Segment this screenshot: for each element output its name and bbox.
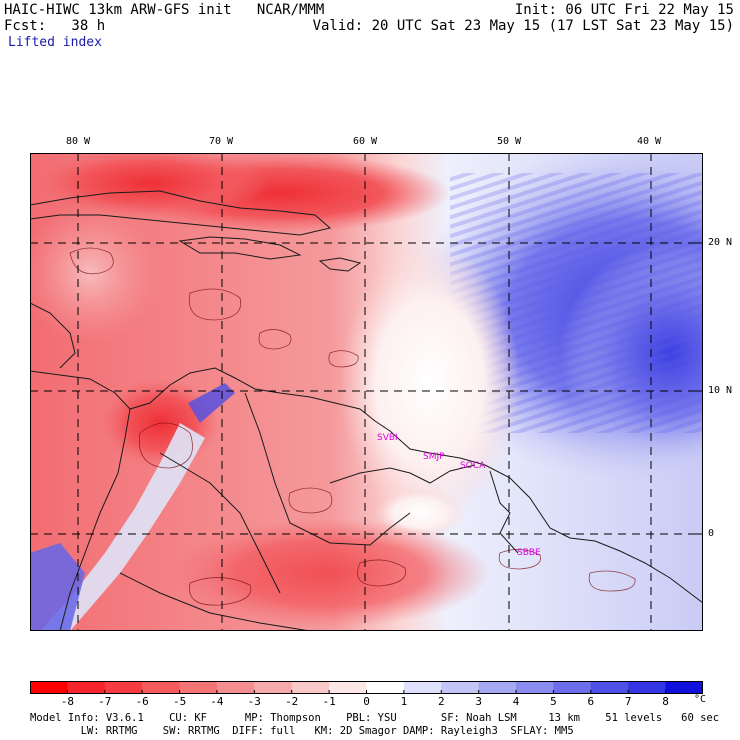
colorbar-tick-label: 3 [475,695,482,708]
colorbar-swatch [441,681,480,694]
lifted-index-map: SVBI SMJP SOCA SBBE [30,153,703,631]
colorbar-tick-label: -6 [135,695,149,708]
colorbar-tick-label: 2 [437,695,445,708]
colorbar-tick-label: -5 [172,695,187,708]
lon-label-60w: 60 W [353,136,378,147]
lon-label-40w: 40 W [637,136,662,147]
colorbar-tick-label: 4 [512,695,520,708]
colorbar-swatch [403,681,442,694]
colorbar-swatch [516,681,554,694]
colorbar-tick-label: -4 [210,695,224,708]
colorbar-swatch [30,681,68,694]
station-svbi: SVBI [377,433,398,443]
colorbar-swatch [329,681,367,694]
valid-time: Valid: 20 UTC Sat 23 May 15 (17 LST Sat … [312,18,734,34]
station-sbbe: SBBE [517,548,541,558]
lat-label-0: 0 [708,528,715,539]
colorbar-tick-label: -3 [247,695,261,708]
init-time: Init: 06 UTC Fri 22 May 15 [514,2,734,18]
colorbar-tick-label: 8 [662,695,669,708]
lon-label-80w: 80 W [66,136,91,147]
colorbar-tick-label: -7 [98,695,112,708]
colorbar-tick-label: 5 [550,695,557,708]
colorbar-swatch [478,681,517,694]
model-title: HAIC-HIWC 13km ARW-GFS init NCAR/MMM [4,2,325,18]
colorbar-swatch [216,681,255,694]
field-name: Lifted index [8,35,102,50]
lat-label-10n: 10 N [708,385,733,396]
model-info-line2: LW: RRTMG SW: RRTMG DIFF: full KM: 2D Sm… [30,725,574,737]
colorbar-swatch [590,681,629,694]
colorbar-tick-label: -1 [322,695,336,708]
colorbar-swatch [366,681,405,694]
colorbar-swatch [553,681,592,694]
model-info-line1: Model Info: V3.6.1 CU: KF MP: Thompson P… [30,712,720,724]
colorbar-swatch [142,681,181,694]
colorbar-swatch [104,681,143,694]
colorbar-tick-label: -2 [285,695,299,708]
colorbar-swatch [67,681,106,694]
lon-label-70w: 70 W [209,136,234,147]
lat-label-20n: 20 N [708,237,733,248]
colorbar-tick-label: 7 [624,695,632,708]
station-smjp: SMJP [423,452,445,462]
colorbar-swatch [628,681,667,694]
colorbar-swatch [291,681,330,694]
station-soca: SOCA [460,461,486,471]
colorbar-swatch [665,681,703,694]
colorbar-tick-label: 0 [363,695,370,708]
colorbar-swatch [254,681,293,694]
colorbar [30,681,703,694]
colorbar-tick-label: 6 [587,695,595,708]
colorbar-unit: °C [694,694,707,705]
colorbar-tick-label: -8 [60,695,75,708]
colorbar-swatch [179,681,218,694]
lon-label-50w: 50 W [497,136,522,147]
colorbar-tick-label: 1 [400,695,408,708]
forecast-hour: Fcst: 38 h [4,18,106,34]
